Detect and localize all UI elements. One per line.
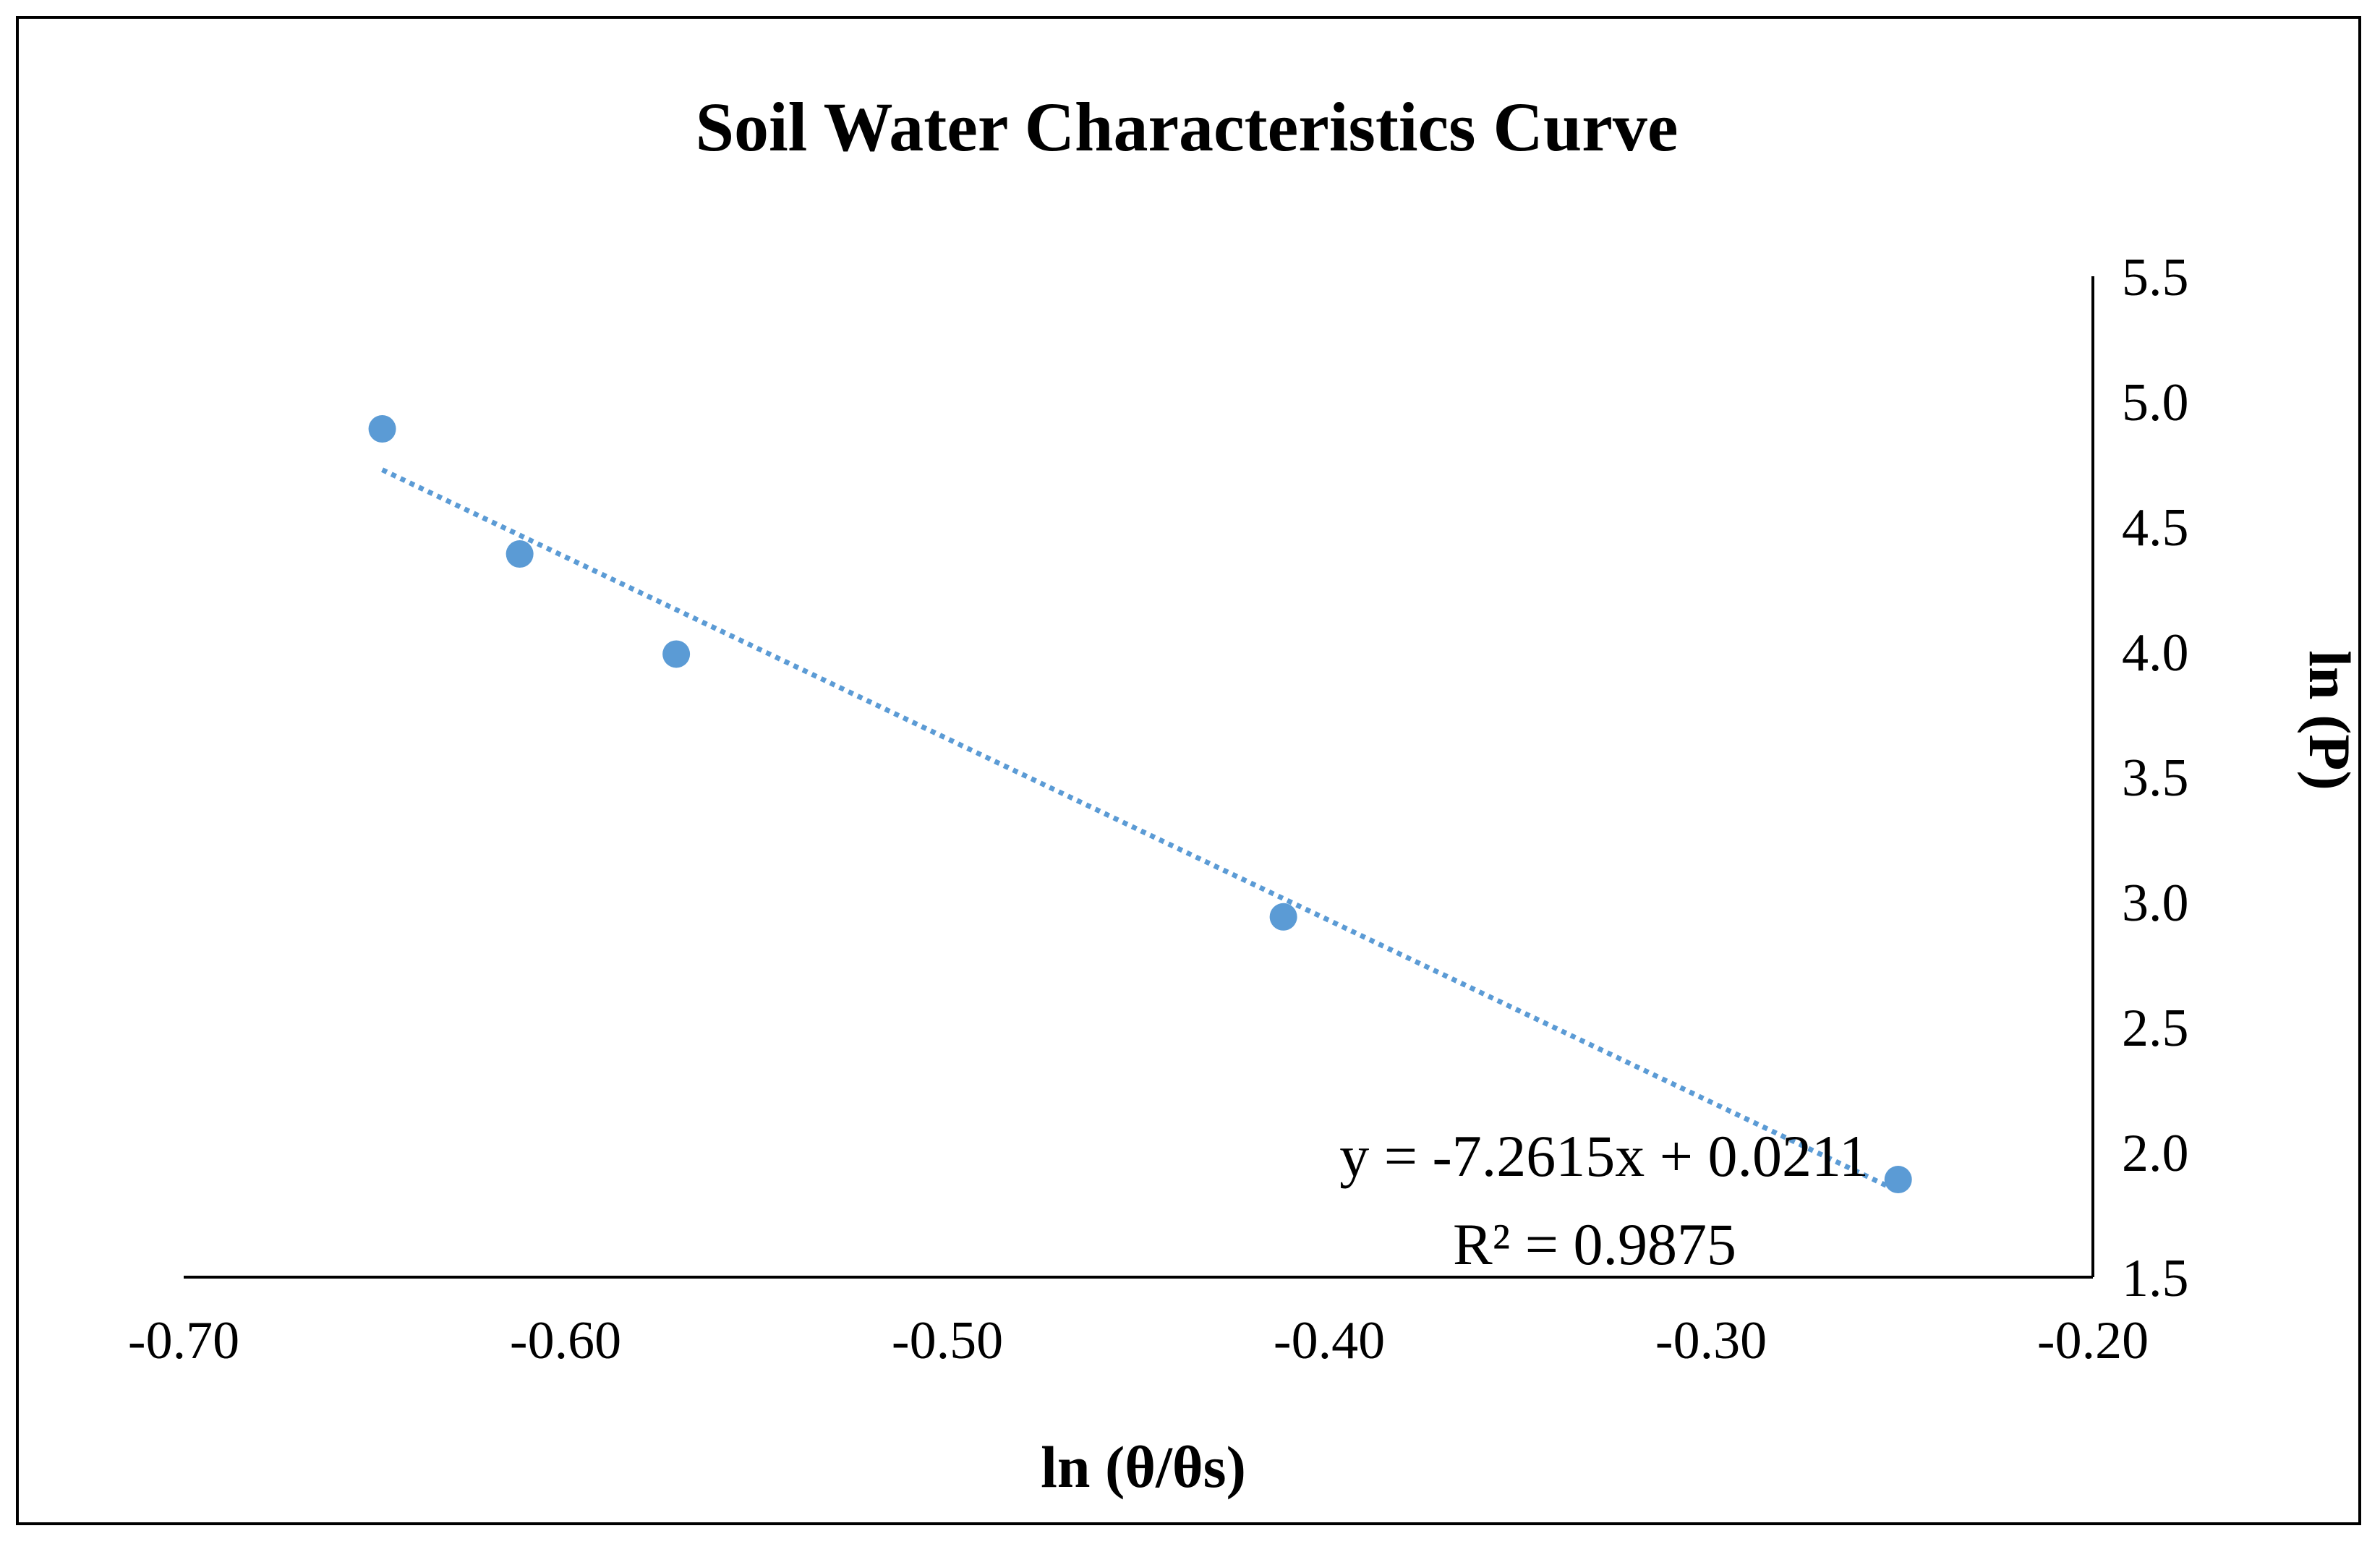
x-tick-label: -0.50 (892, 1311, 1003, 1370)
y-tick-labels: 1.5 2.0 2.5 3.0 3.5 4.0 4.5 5.0 5.5 (2122, 248, 2189, 1308)
x-tick-labels: -0.70 -0.60 -0.50 -0.40 -0.30 -0.20 (128, 1311, 2149, 1370)
chart-title: Soil Water Characteristics Curve (696, 88, 1679, 166)
y-tick-label: 3.0 (2122, 874, 2189, 933)
y-tick-label: 1.5 (2122, 1249, 2189, 1308)
x-tick-label: -0.30 (1655, 1311, 1767, 1370)
chart-frame: Soil Water Characteristics Curve -0.70 -0… (16, 16, 2363, 1525)
y-tick-label: 4.0 (2122, 623, 2189, 683)
y-tick-label: 5.0 (2122, 373, 2189, 432)
x-tick-label: -0.70 (128, 1311, 239, 1370)
y-axis-title: ln (P) (2297, 650, 2363, 790)
y-tick-label: 2.0 (2122, 1124, 2189, 1183)
trendline-equation: y = -7.2615x + 0.0211 (1339, 1123, 1869, 1189)
axes (184, 276, 2094, 1279)
x-tick-label: -0.60 (510, 1311, 621, 1370)
data-point (662, 640, 691, 668)
trendline-group (381, 467, 1900, 1194)
x-tick-label: -0.40 (1274, 1311, 1385, 1370)
x-tick-label: -0.20 (2037, 1311, 2149, 1370)
y-tick-label: 4.5 (2122, 498, 2189, 558)
x-axis-title: ln (θ/θs) (1041, 1434, 1246, 1500)
data-point (506, 540, 534, 568)
data-point (1884, 1166, 1912, 1194)
data-points (368, 415, 1912, 1194)
trendline-r-squared: R² = 0.9875 (1453, 1211, 1736, 1277)
data-point (368, 415, 396, 443)
y-tick-label: 2.5 (2122, 999, 2189, 1058)
y-tick-label: 5.5 (2122, 248, 2189, 307)
trendline (381, 467, 1900, 1194)
y-tick-label: 3.5 (2122, 748, 2189, 808)
data-point (1269, 903, 1297, 931)
scatter-chart: Soil Water Characteristics Curve -0.70 -0… (128, 88, 2363, 1500)
